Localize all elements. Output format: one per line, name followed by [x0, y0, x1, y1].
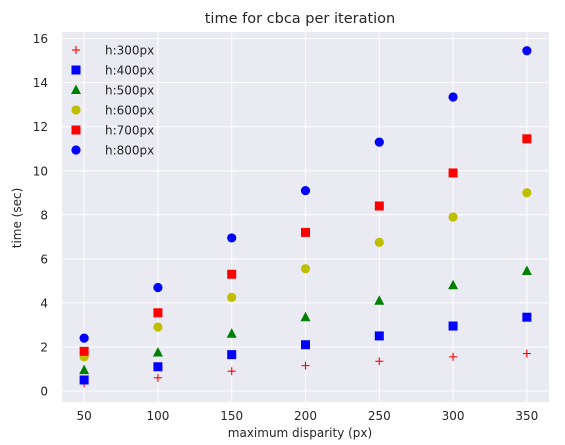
series-h-800px	[79, 46, 532, 343]
data-point	[448, 92, 458, 102]
data-point	[522, 46, 532, 56]
series-h-700px	[79, 134, 532, 356]
y-tick-label: 4	[40, 296, 48, 310]
legend-item: h:400px	[71, 64, 154, 78]
x-tick-label: 50	[76, 409, 91, 423]
legend-label: h:700px	[105, 124, 154, 138]
legend-item: h:500px	[71, 84, 154, 98]
data-point	[522, 312, 532, 322]
x-tick-label: 100	[146, 409, 169, 423]
legend-marker	[72, 46, 80, 54]
series-h-500px	[79, 265, 532, 375]
data-point	[522, 349, 531, 358]
y-tick-label: 8	[40, 208, 48, 222]
data-point	[79, 333, 89, 343]
data-point	[152, 346, 163, 357]
data-point	[301, 227, 310, 237]
data-point	[153, 362, 163, 372]
data-point	[374, 137, 384, 147]
data-point	[153, 373, 162, 382]
y-tick-label: 0	[40, 384, 48, 398]
data-point	[301, 340, 310, 350]
x-tick-label: 200	[294, 409, 317, 423]
series-h-400px	[79, 312, 532, 385]
data-point	[448, 279, 459, 290]
data-point	[448, 212, 458, 222]
legend-label: h:300px	[105, 44, 154, 58]
data-point	[448, 168, 458, 178]
x-tick-label: 250	[368, 409, 391, 423]
data-point	[374, 237, 384, 247]
x-tick-label: 300	[442, 409, 465, 423]
data-point	[79, 375, 89, 385]
data-point	[300, 311, 311, 322]
legend-label: h:400px	[105, 64, 154, 78]
data-point	[227, 350, 237, 360]
y-tick-label: 16	[33, 32, 48, 46]
legend-marker	[71, 125, 81, 135]
legend-marker	[71, 145, 81, 155]
y-tick-label: 10	[33, 164, 48, 178]
data-point	[374, 295, 385, 305]
legend-item: h:700px	[71, 124, 154, 138]
series-h-600px	[79, 188, 532, 362]
data-point	[227, 292, 237, 302]
data-point	[79, 364, 90, 375]
y-tick-label: 6	[40, 252, 48, 266]
data-point	[448, 321, 458, 331]
data-point	[79, 346, 89, 356]
data-points	[79, 46, 532, 388]
data-point	[374, 201, 384, 211]
x-tick-label: 150	[220, 409, 243, 423]
x-axis-ticks: 50 100 150 200 250 300 350	[76, 409, 538, 423]
data-point	[227, 233, 237, 243]
data-point	[153, 322, 163, 332]
data-point	[300, 264, 311, 274]
y-tick-label: 2	[40, 340, 48, 354]
y-axis-label: time (sec)	[10, 188, 24, 249]
x-axis-label: maximum disparity (px)	[228, 426, 372, 440]
data-point	[374, 331, 384, 341]
y-axis-ticks: 0 2 4 6 8 10 12 14 16	[33, 32, 48, 398]
data-point	[300, 185, 311, 196]
data-point	[521, 265, 532, 275]
data-point	[375, 357, 384, 366]
data-point	[226, 328, 237, 338]
legend-label: h:600px	[105, 104, 154, 118]
data-point	[227, 269, 237, 279]
data-point	[227, 367, 236, 376]
legend: h:300px h:400px h:500px h:600px h:700px h:800…	[71, 44, 154, 158]
data-point	[522, 134, 532, 144]
legend-label: h:500px	[105, 84, 154, 98]
x-tick-label: 350	[515, 409, 538, 423]
y-tick-label: 14	[33, 76, 48, 90]
data-point	[153, 308, 163, 318]
legend-marker	[71, 84, 81, 94]
grid-lines	[62, 32, 549, 402]
legend-item: h:300px	[72, 44, 154, 58]
chart-title: time for cbca per iteration	[205, 11, 396, 27]
legend-item: h:600px	[71, 104, 154, 118]
legend-label: h:800px	[105, 144, 154, 158]
legend-item: h:800px	[71, 144, 154, 158]
data-point	[449, 352, 458, 361]
legend-marker	[71, 65, 81, 75]
legend-marker	[71, 105, 81, 115]
data-point	[301, 361, 310, 370]
y-tick-label: 12	[33, 120, 48, 134]
data-point	[522, 188, 532, 198]
data-point	[153, 282, 163, 293]
